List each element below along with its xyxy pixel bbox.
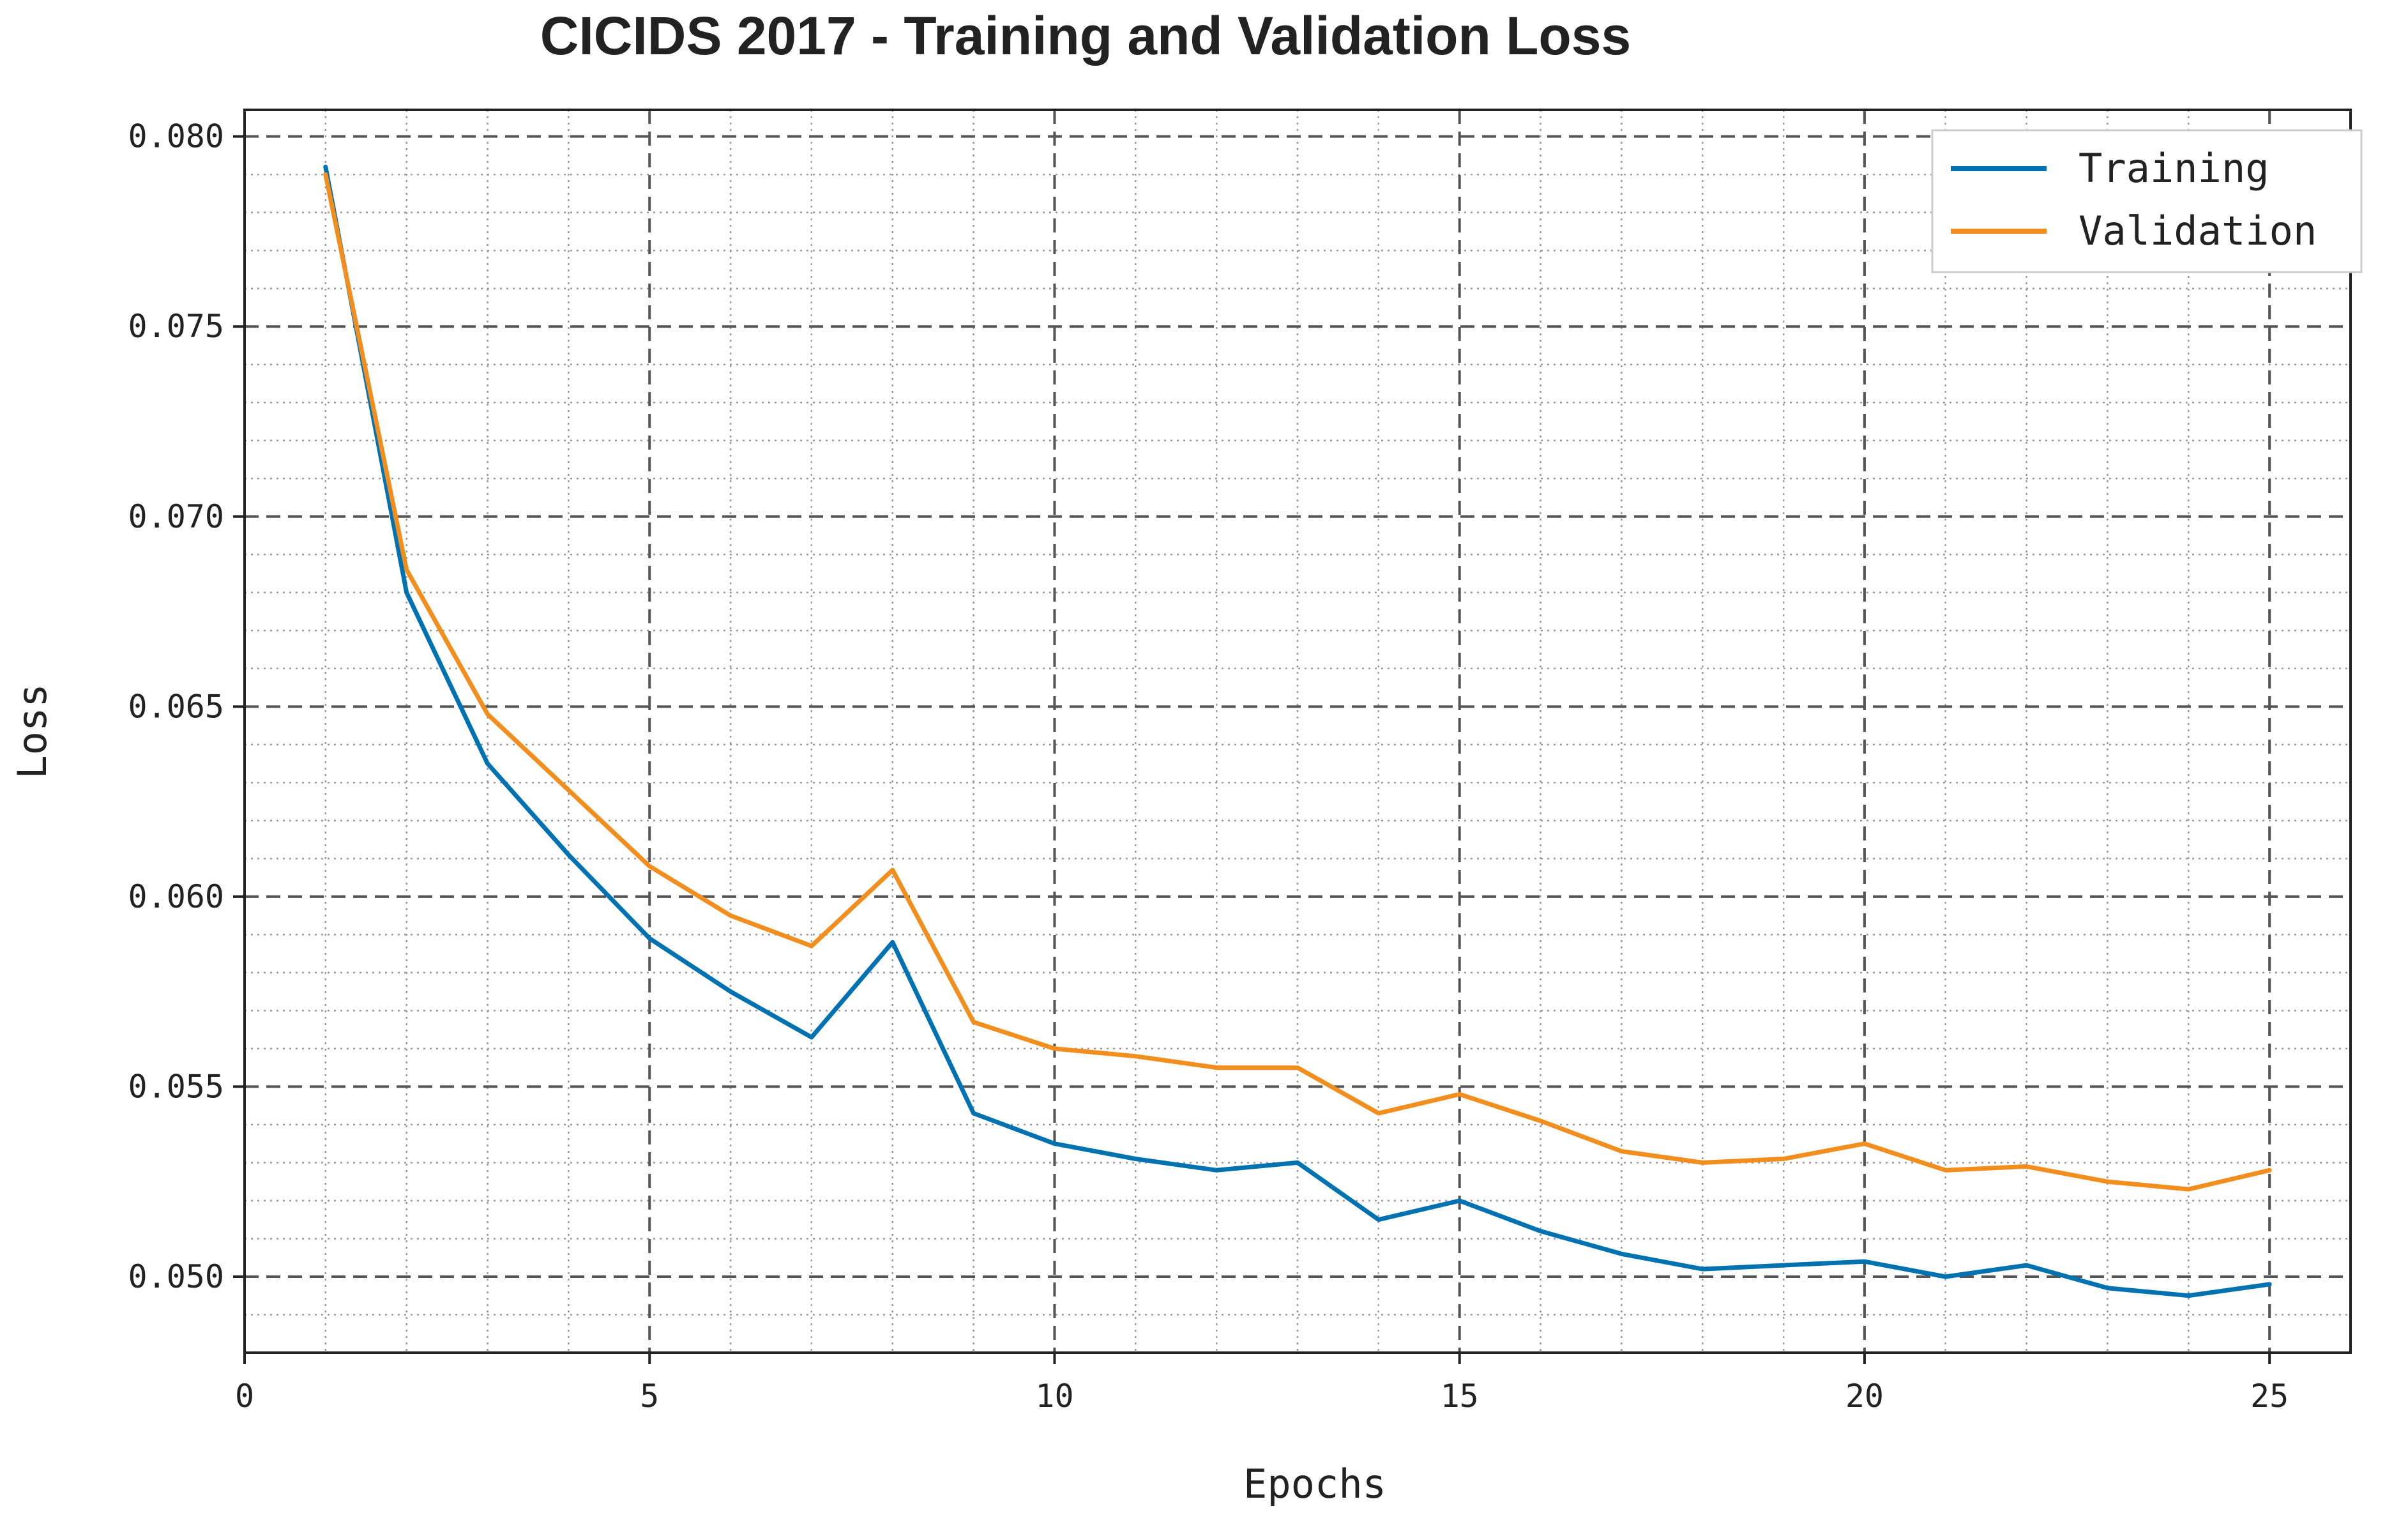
legend-box [1931,129,2363,273]
y-tick-label: 0.065 [128,688,224,725]
y-tick-label: 0.050 [128,1258,224,1295]
series-line-training [323,164,2272,1298]
x-tick-label: 5 [640,1378,659,1415]
legend-label-validation: Validation [2079,208,2317,254]
x-tick-label: 0 [235,1378,254,1415]
y-tick-label: 0.055 [128,1068,224,1105]
legend: Training Validation [1931,129,2363,273]
y-tick-label: 0.080 [128,118,224,155]
x-tick-label: 10 [1035,1378,1073,1415]
y-tick-label: 0.070 [128,498,224,535]
x-tick-label: 25 [2250,1378,2289,1415]
plot-frame [243,109,2352,1354]
y-tick-label: 0.075 [128,308,224,345]
y-axis-label: Loss [9,683,56,779]
x-tick-label: 20 [1845,1378,1884,1415]
chart-title: CICIDS 2017 - Training and Validation Lo… [540,6,1631,66]
x-axis-label: Epochs [1243,1461,1386,1507]
y-tick-label: 0.060 [128,878,224,915]
major-grid [245,110,2351,1353]
y-ticks: 0.050 0.055 0.060 0.065 0.070 0.075 0.080 [128,118,245,1295]
series-line-validation [323,172,2272,1192]
series-layer [323,164,2272,1298]
x-tick-label: 15 [1441,1378,1479,1415]
x-ticks: 0 5 10 15 20 25 [235,1353,2289,1415]
legend-label-training: Training [2079,145,2269,192]
